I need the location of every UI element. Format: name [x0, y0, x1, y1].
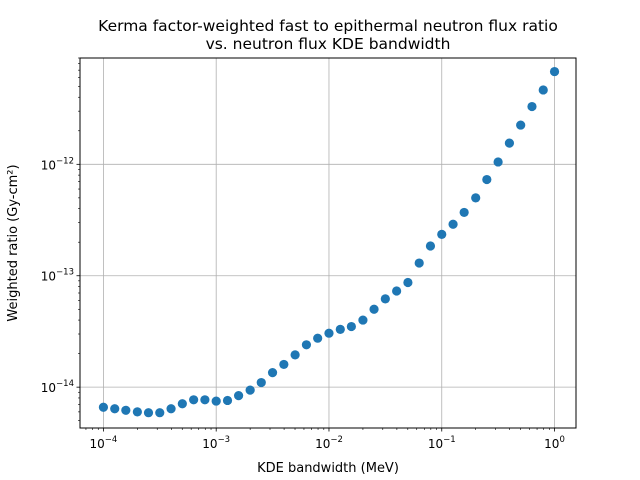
- data-point: [143, 408, 154, 418]
- data-point: [324, 328, 334, 338]
- data-point: [527, 101, 537, 112]
- data-point: [504, 138, 515, 148]
- data-point: [459, 207, 469, 218]
- data-point: [267, 368, 278, 378]
- x-ticks: 10−4 10−3 10−2 10−1 100: [85, 428, 565, 451]
- x-tick-label: 10−2: [315, 435, 343, 451]
- data-point: [437, 229, 447, 239]
- data-point: [471, 193, 481, 203]
- data-point: [392, 286, 402, 296]
- x-axis-label: KDE bandwidth (MeV): [257, 461, 399, 476]
- y-ticks: 10−14 10−13 10−12: [41, 57, 80, 422]
- data-point: [369, 304, 379, 314]
- data-point: [98, 402, 109, 412]
- x-tick-label: 10−3: [202, 435, 230, 451]
- chart-title-line1: Kerma factor-weighted fast to epithermal…: [98, 17, 558, 35]
- data-point: [132, 407, 142, 417]
- data-point: [233, 390, 244, 401]
- data-point: [549, 66, 560, 77]
- data-point: [166, 404, 176, 414]
- data-point: [177, 399, 187, 409]
- data-point: [538, 85, 548, 95]
- data-point: [189, 395, 199, 405]
- data-point: [403, 277, 413, 288]
- data-points: [98, 66, 560, 418]
- data-point: [482, 174, 492, 185]
- data-point: [493, 157, 503, 167]
- data-point: [516, 120, 526, 130]
- data-point: [448, 219, 458, 229]
- data-point: [425, 241, 436, 251]
- y-tick-label: 10−14: [41, 379, 74, 395]
- data-point: [121, 405, 131, 415]
- data-point: [414, 258, 424, 268]
- y-tick-label: 10−13: [41, 268, 74, 284]
- data-point: [301, 340, 312, 350]
- x-tick-label: 10−4: [90, 435, 118, 451]
- data-point: [211, 396, 221, 406]
- plot-frame: [79, 57, 577, 429]
- y-axis-label: Weighted ratio (Gy-cm²): [6, 164, 21, 321]
- data-point: [358, 315, 368, 325]
- data-point: [256, 377, 266, 388]
- data-point: [335, 324, 345, 334]
- chart-title-line2: vs. neutron flux KDE bandwidth: [206, 35, 451, 53]
- data-point: [110, 404, 120, 414]
- y-tick-label: 10−12: [41, 156, 74, 172]
- data-point: [346, 321, 356, 332]
- data-point: [290, 350, 300, 360]
- data-point: [222, 395, 233, 406]
- x-tick-label: 10−1: [428, 435, 456, 451]
- data-point: [245, 385, 255, 395]
- grid-lines: [80, 58, 576, 428]
- data-point: [200, 395, 210, 405]
- data-point: [313, 333, 323, 343]
- data-point: [279, 359, 289, 370]
- data-point: [155, 408, 165, 418]
- x-tick-label: 100: [544, 435, 565, 451]
- data-point: [380, 294, 390, 304]
